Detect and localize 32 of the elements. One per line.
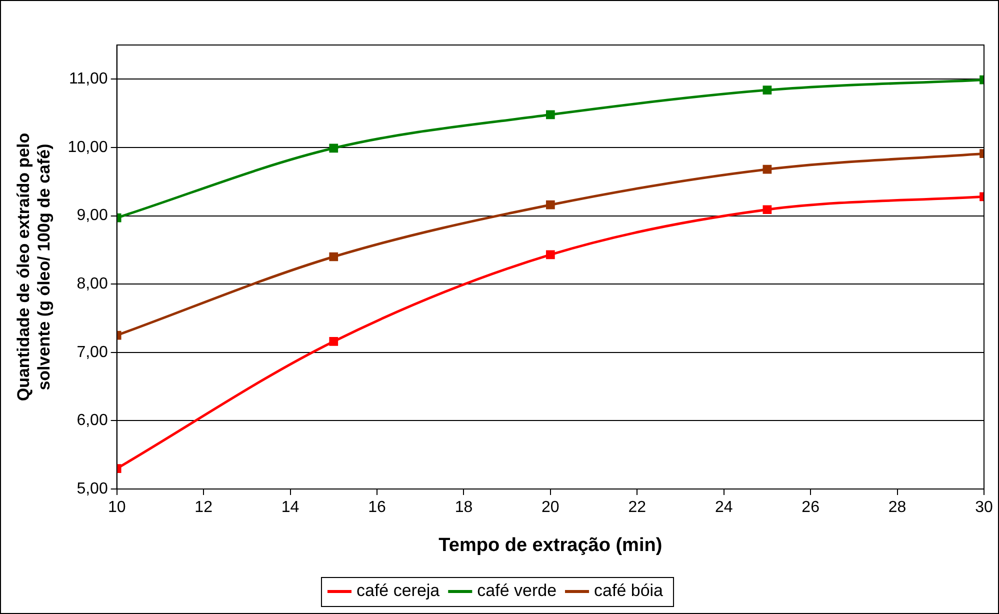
point [329,144,338,153]
y-tick-label: 5,00 [76,480,108,498]
point [546,250,555,260]
y-tick-label: 9,00 [76,207,108,224]
x-tick-label: 16 [368,499,386,516]
x-tick-label: 24 [714,499,733,516]
x-tick-label: 20 [542,499,560,516]
legend-label: café bóia [594,581,664,600]
x-tick-label: 26 [802,499,820,516]
y-tick-label: 10,00 [68,138,108,156]
point [762,164,772,174]
x-tick-label: 22 [628,499,646,516]
x-tick-label: 10 [108,499,126,516]
y-tick-label: 8,00 [76,275,108,292]
x-tick-label: 30 [975,499,993,516]
x-tick-label: 14 [281,499,300,516]
x-axis-title: Tempo de extração (min) [438,534,662,556]
x-tick-label: 12 [194,499,213,516]
y-tick-label: 6,00 [76,412,108,430]
y-tick-label: 7,00 [76,344,108,361]
y-axis-title: Quantidade de óleo extraído pelo solvente (g óleo/ 100g de café) [14,132,54,402]
point [762,86,772,95]
x-tick-label: 28 [888,499,906,516]
point [546,110,555,120]
legend-label: café cereja [356,581,440,600]
point [546,200,555,210]
y-tick-label: 11,00 [68,70,108,88]
x-tick-label: 18 [454,499,473,516]
point [329,337,338,346]
legend-label: café verde [477,581,557,600]
point [762,205,772,214]
point [329,252,338,262]
